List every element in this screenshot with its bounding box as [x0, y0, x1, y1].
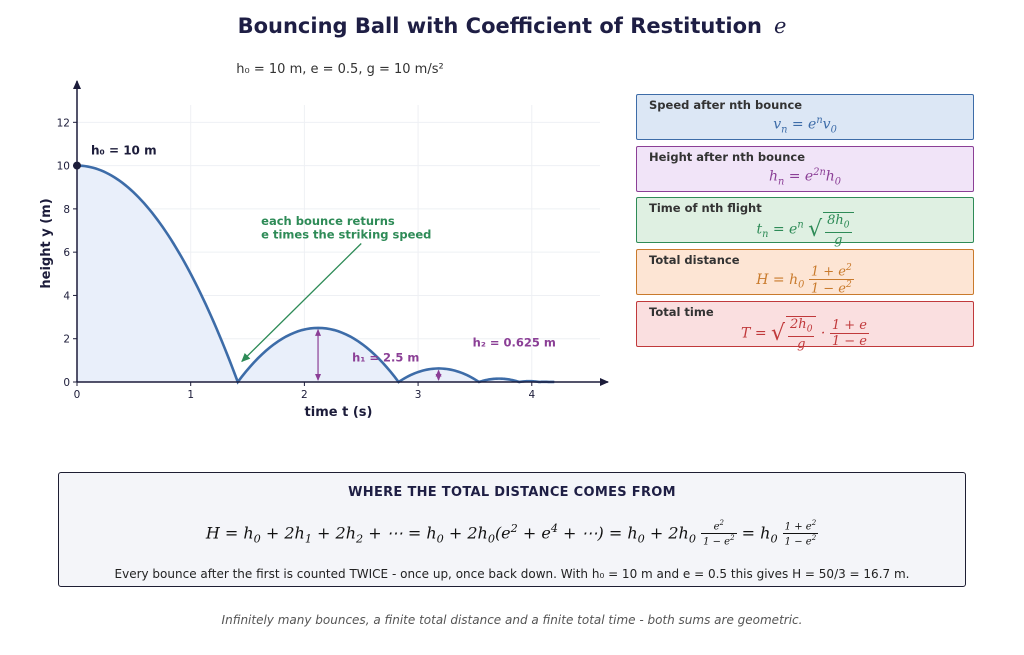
y-tick-label: 12	[57, 117, 70, 129]
card-formula: hn = e2nh0	[768, 167, 842, 188]
y-tick-label: 6	[63, 247, 70, 259]
card-title: Total distance	[649, 253, 740, 267]
area-under-trajectory	[77, 165, 555, 382]
y-tick-label: 4	[63, 290, 70, 302]
y-tick-label: 0	[63, 377, 70, 389]
card-formula: H = h0 1 + e2 1 − e2	[756, 263, 854, 297]
x-tick-label: 2	[301, 389, 308, 401]
x-tick-label: 1	[187, 389, 194, 401]
card-title: Total time	[649, 305, 714, 319]
card-formula: tn = en √ 8h0 g	[637, 212, 973, 247]
x-tick-label: 3	[415, 389, 422, 401]
bounce-note-line-1: each bounce returns	[261, 214, 395, 228]
card-height: Height after nth bounce hn = e2nh0	[636, 146, 974, 192]
derivation-note: Every bounce after the first is counted …	[114, 567, 910, 581]
card-title: Height after nth bounce	[649, 150, 806, 164]
y-axis-label: height y (m)	[39, 198, 54, 288]
title-variable: e	[773, 14, 787, 38]
card-speed: Speed after nth bounce vn = env0	[636, 94, 974, 140]
card-title: Time of nth flight	[649, 201, 762, 215]
figure-title: Bouncing Ball with Coefficient of Restit…	[0, 14, 1024, 38]
parameters-line: h₀ = 10 m, e = 0.5, g = 10 m/s²	[160, 62, 520, 77]
card-title: Speed after nth bounce	[649, 98, 803, 112]
x-axis-label: time t (s)	[305, 405, 373, 420]
derivation-equation: H = h0 + 2h1 + 2h2 + ⋯ = h0 + 2h0(e2 + e…	[205, 519, 819, 548]
y-tick-label: 10	[57, 161, 70, 173]
start-point	[73, 161, 81, 170]
h0-label: h₀ = 10 m	[91, 144, 157, 158]
x-tick-label: 0	[74, 389, 81, 401]
card-total-distance: Total distance H = h0 1 + e2 1 − e2	[636, 249, 974, 297]
y-tick-label: 2	[63, 334, 70, 346]
params-text: h₀ = 10 m, e = 0.5, g = 10 m/s²	[236, 62, 444, 77]
title-text: Bouncing Ball with Coefficient of Restit…	[237, 14, 762, 38]
derivation-heading: WHERE THE TOTAL DISTANCE COMES FROM	[348, 485, 676, 500]
card-formula: vn = env0	[773, 115, 837, 136]
derivation-box: WHERE THE TOTAL DISTANCE COMES FROM H = …	[58, 472, 966, 587]
y-tick-label: 8	[63, 204, 70, 216]
x-tick-label: 4	[528, 389, 535, 401]
h2-label: h₂ = 0.625 m	[473, 335, 556, 349]
h1-label: h₁ = 2.5 m	[352, 350, 419, 364]
card-flight-time: Time of nth flight tn = en √ 8h0 g	[636, 197, 974, 247]
footer-caption: Infinitely many bounces, a finite total …	[221, 613, 803, 627]
bounce-note-arrow	[241, 243, 362, 363]
bounce-note-line-2: e times the striking speed	[261, 228, 431, 242]
